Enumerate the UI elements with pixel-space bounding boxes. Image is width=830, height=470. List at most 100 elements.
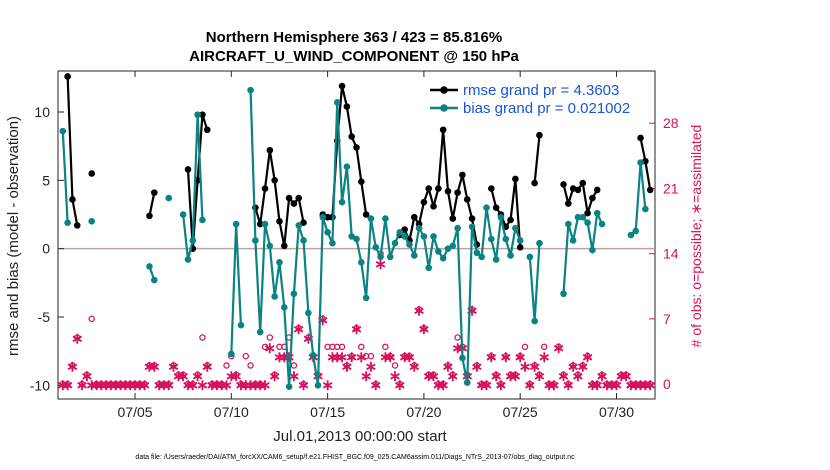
obs-assimilated-marker: ∗ xyxy=(398,349,411,366)
obs-assimilated-marker: ∗ xyxy=(317,312,330,329)
series-point-bias xyxy=(531,317,538,325)
series-point-bias xyxy=(184,256,192,263)
obs-possible-marker xyxy=(565,380,572,388)
obs-possible-marker xyxy=(531,362,538,369)
obs-assimilated-marker: ∗ xyxy=(259,377,272,394)
series-point-rmse xyxy=(512,175,519,183)
obs-possible-marker xyxy=(555,343,562,351)
obs-possible-marker xyxy=(266,334,274,341)
obs-possible-marker xyxy=(194,371,201,379)
series-point-bias xyxy=(189,237,197,244)
obs-possible-marker xyxy=(218,380,225,388)
obs-assimilated-marker: ∗ xyxy=(403,349,416,366)
series-point-rmse xyxy=(468,215,476,222)
series-point-rmse xyxy=(199,111,206,119)
obs-possible-marker xyxy=(492,371,500,379)
series-point-rmse xyxy=(439,126,447,134)
series-point-bias xyxy=(593,209,601,217)
series-point-rmse xyxy=(146,212,153,220)
obs-assimilated-marker: ∗ xyxy=(297,377,310,394)
obs-assimilated-marker: ∗ xyxy=(124,377,137,394)
obs-possible-marker xyxy=(454,334,461,341)
series-point-rmse xyxy=(584,209,591,217)
y2-tick-label: 7 xyxy=(663,311,671,327)
obs-assimilated-marker: ∗ xyxy=(490,368,503,385)
obs-assimilated-marker: ∗ xyxy=(264,340,277,357)
obs-assimilated-marker: ∗ xyxy=(215,377,228,394)
obs-possible-marker xyxy=(646,380,654,388)
obs-assimilated-marker: ∗ xyxy=(538,349,551,366)
obs-possible-marker xyxy=(83,371,91,379)
obs-possible-marker xyxy=(300,380,307,388)
obs-possible-marker xyxy=(420,324,428,332)
series-point-bias xyxy=(261,220,269,228)
series-point-bias xyxy=(64,219,71,226)
series-point-bias xyxy=(324,228,331,236)
y-axis-label: rmse and bias (model - observation) xyxy=(5,116,22,356)
obs-assimilated-marker: ∗ xyxy=(162,377,175,394)
obs-assimilated-marker: ∗ xyxy=(442,358,455,375)
obs-possible-marker xyxy=(415,306,423,313)
obs-assimilated-marker: ∗ xyxy=(422,368,435,385)
obs-possible-marker xyxy=(247,362,254,369)
obs-possible-marker xyxy=(386,352,394,360)
obs-assimilated-marker: ∗ xyxy=(620,368,633,385)
series-point-rmse xyxy=(449,215,457,222)
obs-possible-marker xyxy=(541,343,548,351)
axis-ticks-layer: 07/05 07/10 07/15 07/20 07/25 07/30 -10 -5 0 5 10 0… xyxy=(30,71,679,420)
obs-assimilated-marker: ∗ xyxy=(76,377,89,394)
series-point-rmse xyxy=(420,198,428,206)
series-point-bias xyxy=(362,294,370,302)
obs-possible-marker xyxy=(411,362,418,369)
series-point-bias xyxy=(290,290,298,298)
series-point-bias xyxy=(314,382,322,389)
data-file-footer: data file: /Users/raeder/DAI/ATM_forcXX/… xyxy=(135,454,575,461)
obs-assimilated-marker: ∗ xyxy=(249,377,262,394)
obs-assimilated-marker: ∗ xyxy=(158,377,171,394)
series-point-rmse xyxy=(64,73,71,80)
obs-possible-marker xyxy=(497,380,505,388)
obs-assimilated-marker: ∗ xyxy=(644,377,657,394)
obs-assimilated-marker: ∗ xyxy=(71,331,84,348)
series-point-bias xyxy=(300,237,307,244)
series-point-rmse xyxy=(430,203,437,210)
series-point-bias xyxy=(473,249,481,257)
obs-assimilated-marker: ∗ xyxy=(480,377,493,394)
series-point-bias xyxy=(430,233,437,240)
obs-assimilated-marker: ∗ xyxy=(225,368,238,385)
series-point-rmse xyxy=(454,189,461,196)
y2-tick-label: 21 xyxy=(663,180,679,196)
obs-assimilated-marker: ∗ xyxy=(447,368,460,385)
obs-assimilated-marker: ∗ xyxy=(504,368,517,385)
series-point-bias xyxy=(285,383,293,391)
obs-assimilated-marker: ∗ xyxy=(292,321,305,338)
series-point-bias xyxy=(589,246,596,254)
series-point-rmse xyxy=(324,213,331,221)
obs-possible-marker xyxy=(348,352,355,360)
series-point-bias xyxy=(444,245,452,252)
obs-assimilated-marker: ∗ xyxy=(596,368,609,385)
series-point-bias xyxy=(642,205,649,213)
obs-assimilated-marker: ∗ xyxy=(268,368,281,385)
series-point-bias xyxy=(483,204,490,211)
series-point-rmse xyxy=(150,189,158,196)
series-point-rmse xyxy=(410,213,418,221)
y-tick-label: -10 xyxy=(30,377,50,393)
obs-possible-marker xyxy=(88,315,95,323)
series-point-bias xyxy=(309,351,317,359)
legend-bias-marker xyxy=(440,104,448,112)
series-point-bias xyxy=(391,239,399,247)
obs-possible-marker xyxy=(502,352,509,360)
obs-possible-marker xyxy=(483,380,490,388)
series-point-bias xyxy=(435,248,442,255)
obs-assimilated-marker: ∗ xyxy=(629,377,642,394)
obs-assimilated-marker: ∗ xyxy=(61,377,74,394)
y-tick-label: 5 xyxy=(42,172,50,188)
plot-area-frame xyxy=(57,70,656,400)
obs-assimilated-marker: ∗ xyxy=(235,377,248,394)
x-tick-label: 07/15 xyxy=(310,404,345,420)
obs-assimilated-marker: ∗ xyxy=(167,358,180,375)
series-point-rmse xyxy=(285,194,293,202)
obs-assimilated-marker: ∗ xyxy=(244,377,257,394)
